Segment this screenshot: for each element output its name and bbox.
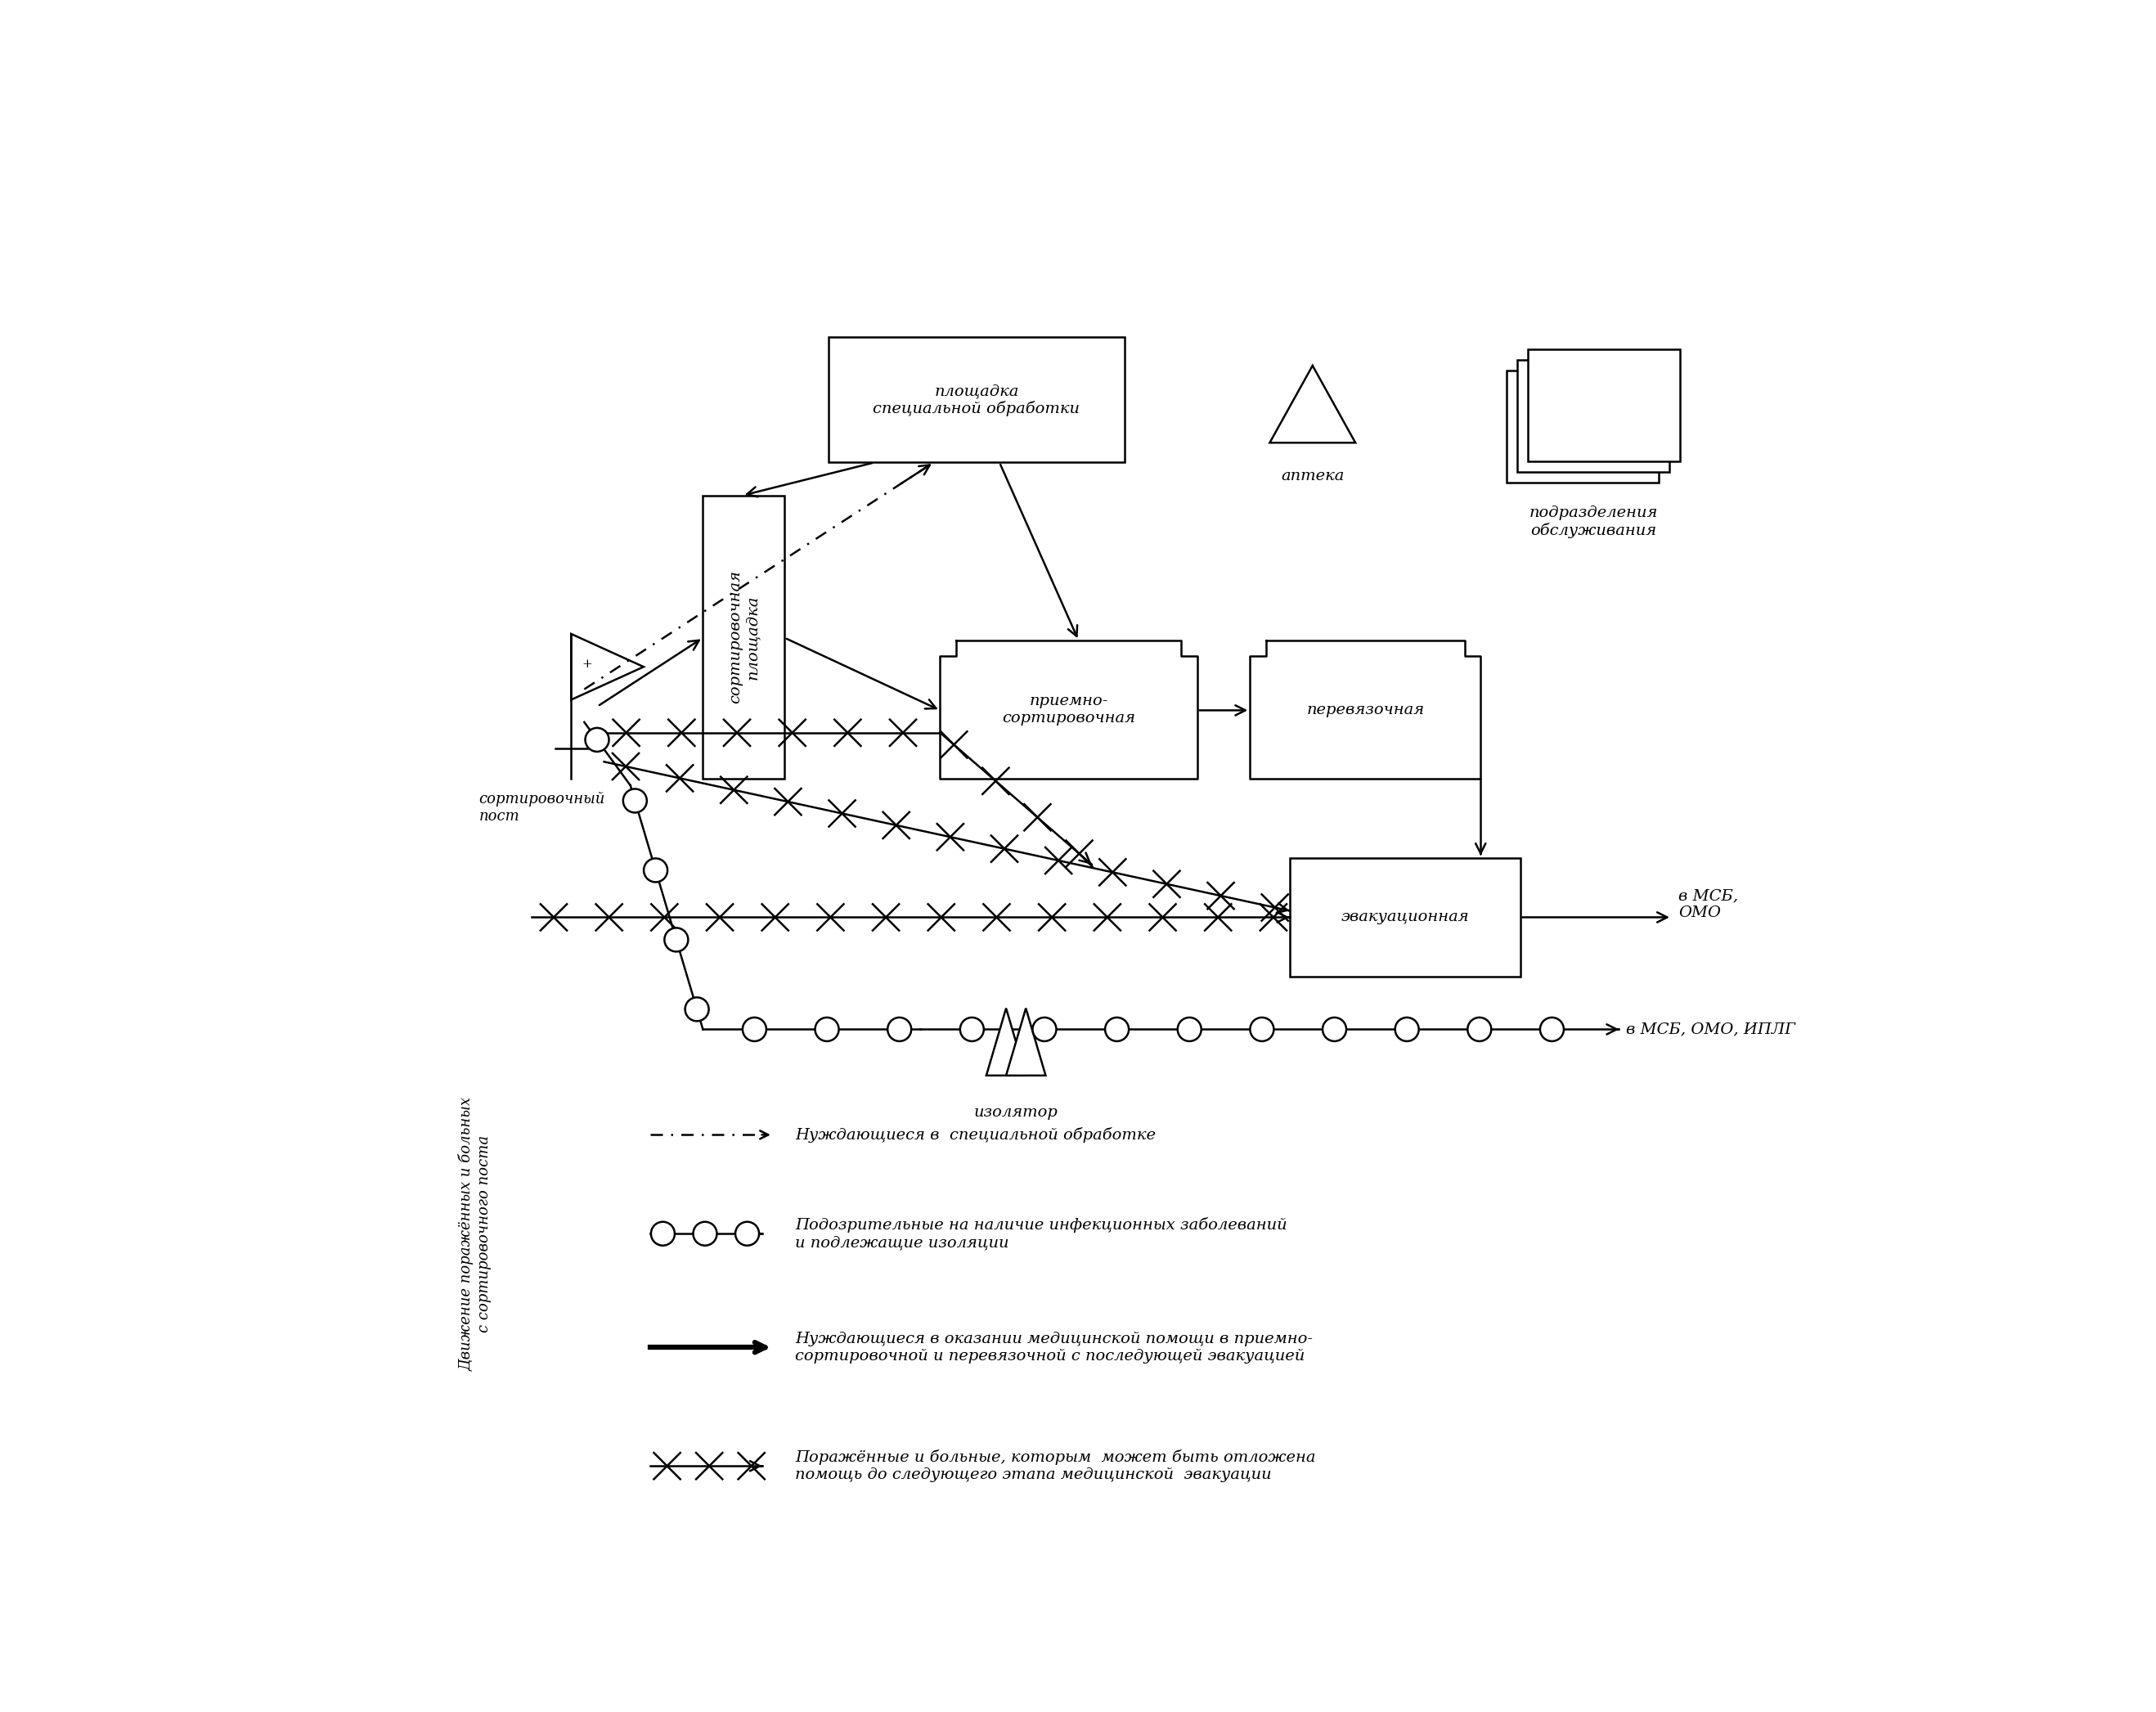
Text: Движение поражённых и больных
с сортировочного поста: Движение поражённых и больных с сортиров…: [459, 1097, 492, 1371]
Circle shape: [1177, 1017, 1201, 1041]
Bar: [1289, 858, 1520, 976]
Text: изолятор: изолятор: [975, 1104, 1059, 1120]
Text: площадка
специальной обработки: площадка специальной обработки: [873, 383, 1080, 416]
Text: Нуждающиеся в  специальной обработке: Нуждающиеся в специальной обработке: [796, 1126, 1156, 1142]
Circle shape: [686, 998, 709, 1020]
Bar: [1529, 349, 1680, 461]
Circle shape: [959, 1017, 983, 1041]
Circle shape: [1395, 1017, 1419, 1041]
Text: сортировочная
площадка: сортировочная площадка: [729, 570, 759, 704]
Circle shape: [1322, 1017, 1345, 1041]
Circle shape: [1033, 1017, 1056, 1041]
Polygon shape: [1007, 1008, 1046, 1075]
Text: в МСБ, ОМО, ИПЛГ: в МСБ, ОМО, ИПЛГ: [1626, 1022, 1796, 1037]
Text: Нуждающиеся в оказании медицинской помощи в приемно-
сортировочной и перевязочно: Нуждающиеся в оказании медицинской помощ…: [796, 1332, 1313, 1363]
Text: аптека: аптека: [1281, 469, 1343, 483]
Bar: [828, 337, 1125, 462]
Circle shape: [694, 1222, 718, 1246]
Circle shape: [664, 928, 688, 952]
Circle shape: [1106, 1017, 1130, 1041]
Circle shape: [645, 858, 668, 882]
Text: сортировочный
пост: сортировочный пост: [479, 793, 606, 823]
Text: Подозрительные на наличие инфекционных заболеваний
и подлежащие изоляции: Подозрительные на наличие инфекционных з…: [796, 1217, 1287, 1250]
Bar: [1507, 370, 1658, 483]
Circle shape: [1468, 1017, 1492, 1041]
Circle shape: [735, 1222, 759, 1246]
Text: эвакуационная: эвакуационная: [1341, 909, 1468, 924]
Text: подразделения
обслуживания: подразделения обслуживания: [1529, 505, 1658, 538]
Text: Поражённые и больные, которым  может быть отложена
помощь до следующего этапа ме: Поражённые и больные, которым может быть…: [796, 1450, 1315, 1483]
Text: приемно-
сортировочная: приемно- сортировочная: [1003, 693, 1136, 726]
Circle shape: [888, 1017, 912, 1041]
Bar: [703, 495, 785, 779]
Text: +: +: [582, 659, 593, 669]
Circle shape: [1250, 1017, 1274, 1041]
Circle shape: [651, 1222, 675, 1246]
Text: в МСБ,
ОМО: в МСБ, ОМО: [1677, 889, 1738, 919]
Polygon shape: [985, 1008, 1026, 1075]
Bar: [1518, 360, 1669, 473]
Text: перевязочная: перевязочная: [1307, 702, 1425, 717]
Circle shape: [584, 728, 608, 752]
Circle shape: [742, 1017, 765, 1041]
Circle shape: [623, 789, 647, 813]
Circle shape: [815, 1017, 839, 1041]
Circle shape: [1539, 1017, 1563, 1041]
